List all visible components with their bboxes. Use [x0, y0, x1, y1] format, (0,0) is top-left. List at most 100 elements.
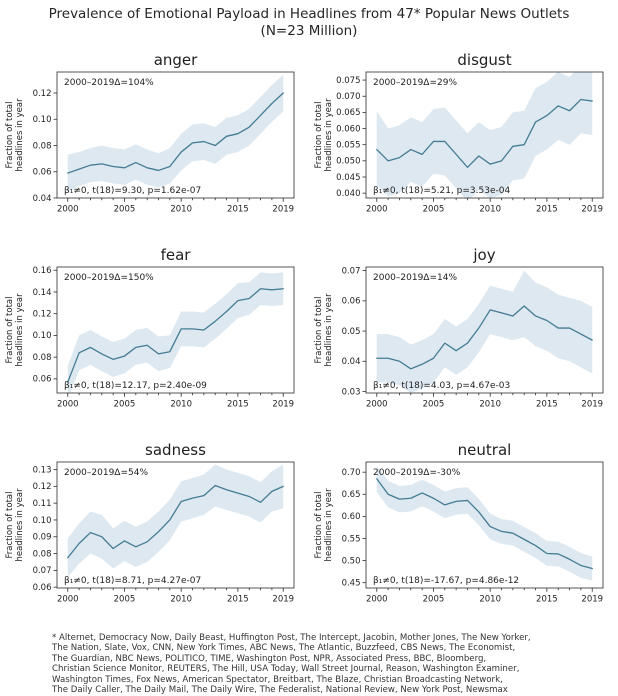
axes-box — [365, 461, 604, 589]
confidence-band — [67, 74, 284, 192]
y-tick-label: 0.07 — [342, 266, 361, 276]
x-tick-label: 2019 — [581, 400, 603, 410]
x-tick-label: 2000 — [57, 205, 79, 215]
y-tick-label: 0.06 — [33, 583, 52, 593]
y-tick-label: 0.065 — [336, 108, 360, 118]
y-tick-label: 0.10 — [33, 115, 52, 125]
axes-box — [56, 71, 295, 199]
delta-annotation: 2000–2019Δ=150% — [64, 273, 154, 283]
figure-title: Prevalence of Emotional Payload in Headl… — [0, 0, 618, 40]
x-tick-label: 2010 — [479, 205, 501, 215]
x-tick-label: 2000 — [57, 595, 79, 605]
axes-box — [365, 266, 604, 394]
y-tick-label: 0.10 — [33, 516, 52, 526]
y-tick-label: 0.070 — [336, 92, 360, 102]
y-axis-label: Fraction of total — [314, 102, 324, 169]
x-tick-label: 2005 — [114, 595, 136, 605]
charts-grid: 2000 2005 2010 2015 2019 0.04 0.06 0.08 0.10 0.12… — [0, 48, 618, 633]
axes-box — [365, 71, 604, 199]
trend-line — [376, 98, 593, 168]
x-tick-label: 2005 — [423, 205, 445, 215]
chart-joy-canvas: 2000 2005 2010 2015 2019 0.03 0.04 0.05 0.06 0.07… — [314, 246, 604, 410]
y-axis-label: headlines in year — [15, 293, 25, 367]
stats-annotation: β₁≠0, t(18)=5.21, p=3.53e-04 — [373, 186, 510, 196]
y-tick-label: 0.050 — [336, 157, 360, 167]
x-tick-label: 2019 — [272, 205, 294, 215]
y-tick-label: 0.055 — [336, 140, 360, 150]
y-tick-label: 0.12 — [33, 482, 52, 492]
x-tick-label: 2010 — [170, 595, 192, 605]
x-tick-label: 2015 — [227, 205, 249, 215]
x-tick-label: 2015 — [227, 595, 249, 605]
chart-title: sadness — [145, 441, 206, 459]
y-tick-label: 0.16 — [33, 266, 52, 276]
y-axis-label: headlines in year — [15, 488, 25, 562]
y-tick-label: 0.14 — [33, 288, 52, 298]
x-tick-label: 2010 — [170, 400, 192, 410]
axes-box — [56, 461, 295, 589]
y-tick-label: 0.12 — [33, 89, 52, 99]
chart-title: fear — [161, 246, 192, 264]
y-tick-label: 0.06 — [33, 168, 52, 178]
y-tick-label: 0.55 — [342, 534, 361, 544]
x-tick-label: 2015 — [536, 205, 558, 215]
y-axis-label: headlines in year — [15, 98, 25, 172]
trend-line — [67, 92, 284, 174]
x-tick-label: 2000 — [366, 400, 388, 410]
y-tick-label: 0.06 — [342, 297, 361, 307]
y-tick-label: 0.06 — [33, 375, 52, 385]
trend-line — [67, 288, 284, 383]
figure-title-line1: Prevalence of Emotional Payload in Headl… — [48, 6, 570, 22]
confidence-band — [376, 465, 593, 581]
chart-cell-anger: 2000 2005 2010 2015 2019 0.04 0.06 0.08 0.10 0.12… — [0, 48, 309, 243]
y-axis-label: Fraction of total — [5, 492, 15, 559]
x-tick-label: 2005 — [114, 205, 136, 215]
x-tick-label: 2000 — [366, 205, 388, 215]
confidence-band — [67, 464, 284, 578]
x-tick-label: 2010 — [479, 595, 501, 605]
stats-annotation: β₁≠0, t(18)=-17.67, p=4.86e-12 — [373, 576, 519, 586]
y-axis-label: headlines in year — [324, 98, 334, 172]
x-tick-label: 2019 — [272, 595, 294, 605]
x-tick-label: 2010 — [479, 400, 501, 410]
y-tick-label: 0.04 — [33, 194, 52, 204]
y-axis-label: headlines in year — [324, 293, 334, 367]
y-tick-label: 0.13 — [33, 465, 52, 475]
chart-cell-neutral: 2000 2005 2010 2015 2019 0.45 0.50 0.55 0.60 0.65… — [309, 438, 618, 633]
x-tick-label: 2005 — [423, 400, 445, 410]
y-tick-label: 0.09 — [33, 533, 52, 543]
y-tick-label: 0.12 — [33, 310, 52, 320]
y-tick-label: 0.60 — [342, 512, 361, 522]
y-axis-label: Fraction of total — [314, 297, 324, 364]
x-tick-label: 2019 — [272, 400, 294, 410]
x-tick-label: 2015 — [536, 595, 558, 605]
chart-fear-canvas: 2000 2005 2010 2015 2019 0.06 0.08 0.10 0.12 0.14… — [5, 246, 295, 410]
chart-title: joy — [472, 246, 495, 264]
x-tick-label: 2010 — [170, 205, 192, 215]
y-tick-label: 0.08 — [33, 549, 52, 559]
y-tick-label: 0.45 — [342, 578, 361, 588]
y-tick-label: 0.08 — [33, 353, 52, 363]
x-tick-label: 2005 — [423, 595, 445, 605]
x-tick-label: 2019 — [581, 205, 603, 215]
chart-anger-canvas: 2000 2005 2010 2015 2019 0.04 0.06 0.08 0.10 0.12… — [5, 51, 295, 215]
trend-line — [376, 305, 593, 370]
chart-disgust-canvas: 2000 2005 2010 2015 2019 0.040 0.045 0.050 0.055… — [314, 51, 604, 215]
stats-annotation: β₁≠0, t(18)=9.30, p=1.62e-07 — [64, 186, 201, 196]
trend-line — [376, 478, 593, 570]
chart-cell-sadness: 2000 2005 2010 2015 2019 0.06 0.07 0.08 0.09 0.10… — [0, 438, 309, 633]
y-tick-label: 0.50 — [342, 556, 361, 566]
delta-annotation: 2000–2019Δ=29% — [373, 78, 457, 88]
y-tick-label: 0.03 — [342, 387, 361, 397]
y-tick-label: 0.65 — [342, 490, 361, 500]
chart-sadness-canvas: 2000 2005 2010 2015 2019 0.06 0.07 0.08 0.09 0.10… — [5, 441, 295, 605]
chart-title: disgust — [457, 51, 511, 69]
stats-annotation: β₁≠0, t(18)=4.03, p=4.67e-03 — [373, 381, 510, 391]
y-tick-label: 0.70 — [342, 468, 361, 478]
y-tick-label: 0.07 — [33, 566, 52, 576]
y-tick-label: 0.040 — [336, 189, 360, 199]
y-tick-label: 0.075 — [336, 76, 360, 86]
chart-title: anger — [154, 51, 198, 69]
y-tick-label: 0.11 — [33, 499, 52, 509]
chart-cell-joy: 2000 2005 2010 2015 2019 0.03 0.04 0.05 0.06 0.07… — [309, 243, 618, 438]
